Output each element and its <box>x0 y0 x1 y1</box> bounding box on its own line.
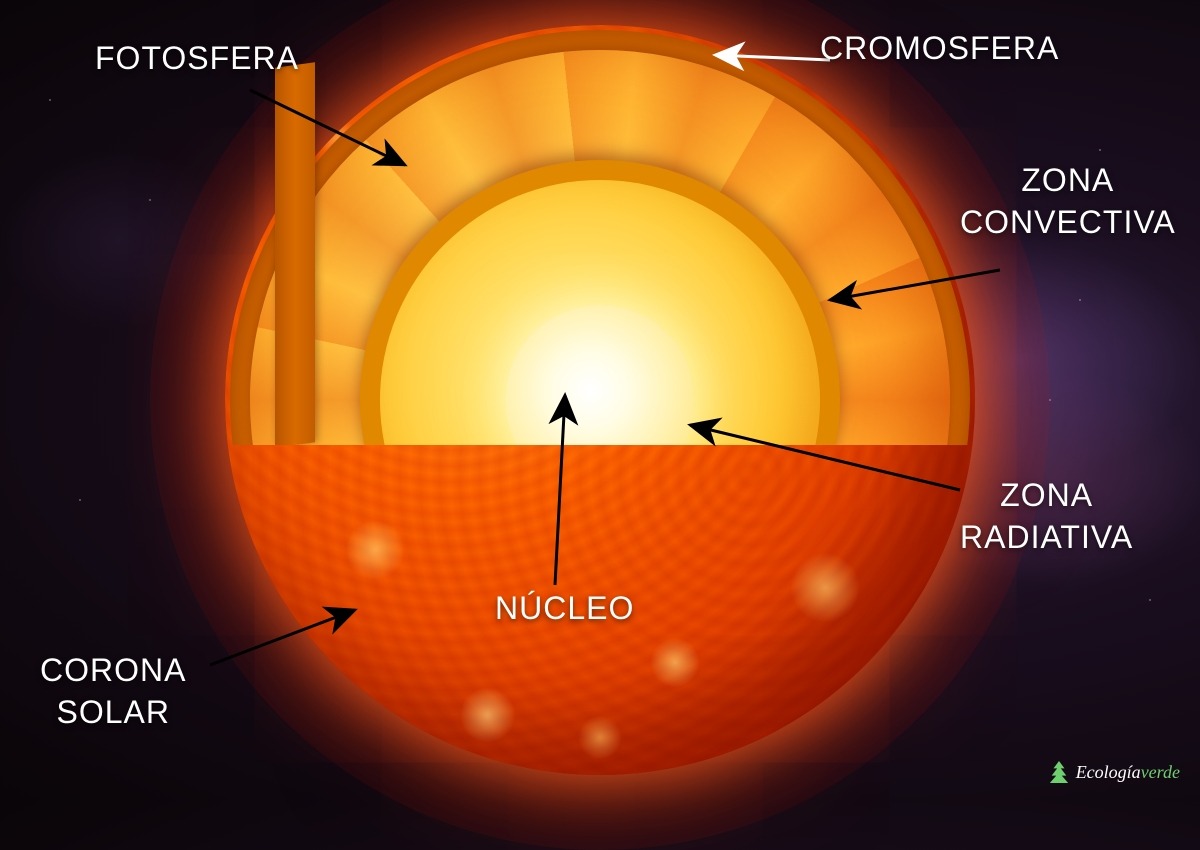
label-corona-solar: CORONA SOLAR <box>40 650 186 733</box>
label-zona-radiativa: ZONA RADIATIVA <box>960 475 1133 558</box>
label-nucleo: NÚCLEO <box>495 590 634 627</box>
label-fotosfera: FOTOSFERA <box>95 40 299 77</box>
logo-text-a: Ecología <box>1076 762 1141 782</box>
brand-logo: Ecologíaverde <box>1048 759 1180 785</box>
label-zona-convectiva: ZONA CONVECTIVA <box>960 160 1176 243</box>
sun-diagram <box>225 25 975 775</box>
logo-text-b: verde <box>1141 762 1180 782</box>
cut-face-left <box>275 62 315 445</box>
label-cromosfera: CROMOSFERA <box>820 30 1059 67</box>
leaf-icon <box>1048 759 1070 785</box>
cutaway-section <box>225 25 975 445</box>
